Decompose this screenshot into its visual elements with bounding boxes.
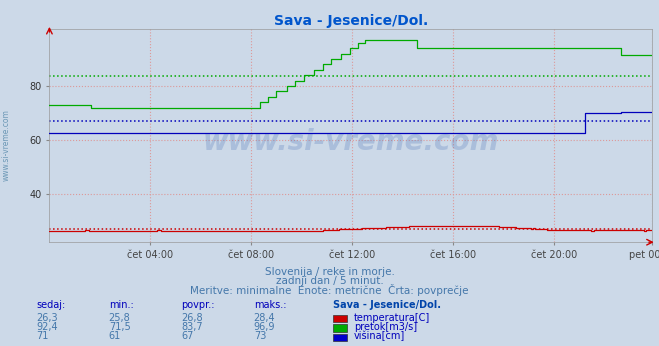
Text: temperatura[C]: temperatura[C]	[354, 313, 430, 322]
Text: 71,5: 71,5	[109, 322, 130, 332]
Text: zadnji dan / 5 minut.: zadnji dan / 5 minut.	[275, 276, 384, 286]
Text: www.si-vreme.com: www.si-vreme.com	[2, 109, 11, 181]
Text: pretok[m3/s]: pretok[m3/s]	[354, 322, 417, 332]
Text: 96,9: 96,9	[254, 322, 275, 332]
Text: 25,8: 25,8	[109, 313, 130, 322]
Text: 92,4: 92,4	[36, 322, 58, 332]
Text: 26,8: 26,8	[181, 313, 203, 322]
Text: sedaj:: sedaj:	[36, 300, 65, 310]
Text: min.:: min.:	[109, 300, 134, 310]
Text: povpr.:: povpr.:	[181, 300, 215, 310]
Text: www.si-vreme.com: www.si-vreme.com	[203, 128, 499, 156]
Text: Slovenija / reke in morje.: Slovenija / reke in morje.	[264, 267, 395, 276]
Text: Sava - Jesenice/Dol.: Sava - Jesenice/Dol.	[333, 300, 441, 310]
Title: Sava - Jesenice/Dol.: Sava - Jesenice/Dol.	[273, 14, 428, 28]
Text: 83,7: 83,7	[181, 322, 203, 332]
Text: 67: 67	[181, 331, 194, 341]
Text: 73: 73	[254, 331, 266, 341]
Text: 26,3: 26,3	[36, 313, 58, 322]
Text: višina[cm]: višina[cm]	[354, 331, 405, 342]
Text: 71: 71	[36, 331, 49, 341]
Text: 61: 61	[109, 331, 121, 341]
Text: Meritve: minimalne  Enote: metrične  Črta: povprečje: Meritve: minimalne Enote: metrične Črta:…	[190, 284, 469, 296]
Text: maks.:: maks.:	[254, 300, 286, 310]
Text: 28,4: 28,4	[254, 313, 275, 322]
